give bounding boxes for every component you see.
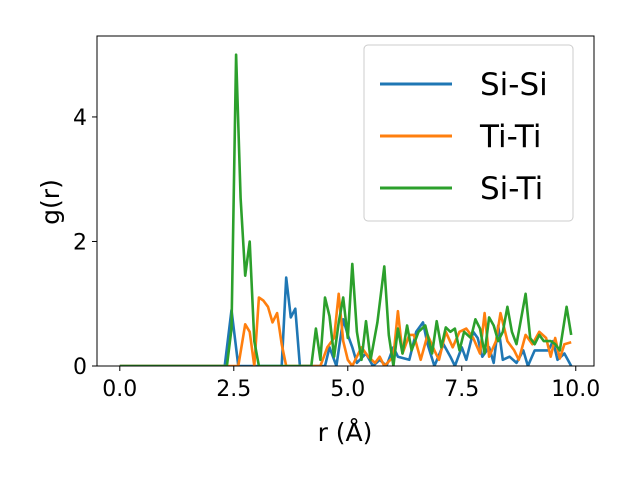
x-axis-label: r (Å) xyxy=(318,418,373,447)
x-tick-label: 0.0 xyxy=(102,377,137,402)
series-line-3 xyxy=(119,53,573,366)
x-tick-label: 5.0 xyxy=(330,377,365,402)
y-axis-ticks: 0 2 4 xyxy=(73,106,97,380)
legend-label: Ti-Ti xyxy=(479,119,542,155)
series-line-1 xyxy=(119,276,573,366)
series-layer xyxy=(119,53,573,366)
x-tick-label: 2.5 xyxy=(216,377,251,402)
y-tick-label: 0 xyxy=(73,355,87,380)
legend-box xyxy=(363,44,574,222)
legend-label: Si-Si xyxy=(480,67,548,103)
y-tick-label: 2 xyxy=(73,230,87,255)
x-tick-label: 7.5 xyxy=(444,377,479,402)
legend-label: Si-Ti xyxy=(480,171,543,207)
y-axis-label: g(r) xyxy=(36,179,65,225)
legend: Si-Si Ti-Ti Si-Ti xyxy=(363,44,574,222)
x-tick-label: 10.0 xyxy=(551,377,600,402)
plot-frame xyxy=(96,35,595,367)
x-axis-ticks: 0.0 2.5 5.0 7.5 10.0 xyxy=(102,366,600,402)
y-tick-label: 4 xyxy=(73,106,87,131)
